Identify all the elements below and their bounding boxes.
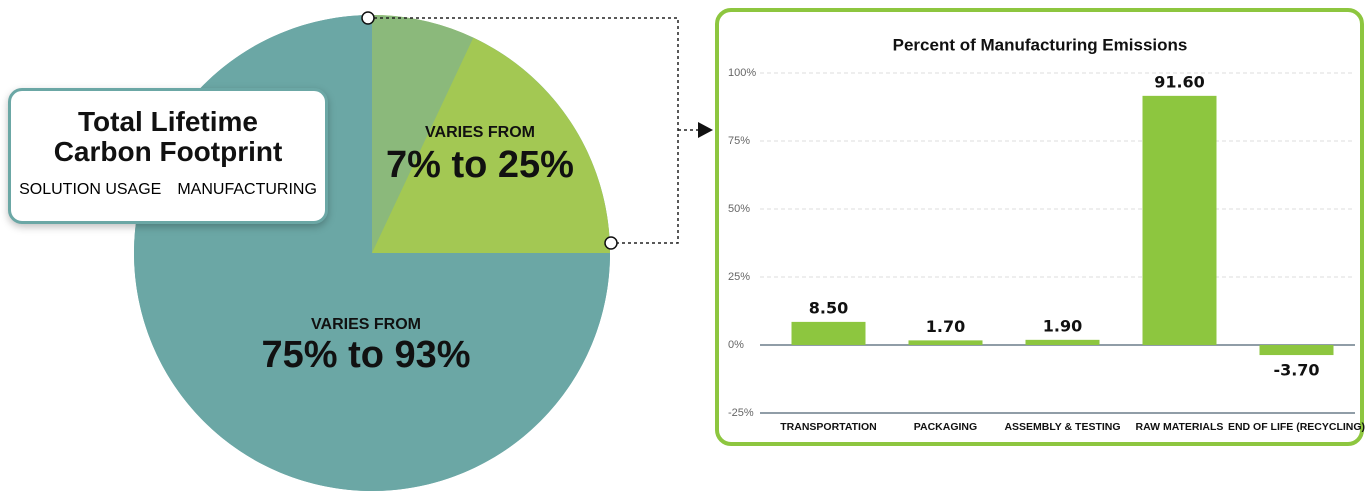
value-label: 91.60	[1154, 72, 1205, 91]
legend-label: SOLUTION USAGE	[19, 181, 162, 198]
legend-label: MANUFACTURING	[177, 181, 317, 198]
y-tick-label: 0%	[728, 339, 744, 351]
value-label: 8.50	[809, 298, 848, 317]
bar	[1259, 345, 1334, 356]
slice-label: 75% to 93%	[261, 334, 470, 376]
connector-dot	[361, 11, 375, 25]
y-tick-label: 25%	[728, 271, 750, 283]
bar	[908, 340, 983, 345]
slice-label: 7% to 25%	[386, 144, 574, 186]
pie-title: Total Lifetime Carbon Footprint	[53, 106, 283, 167]
x-tick-label: PACKAGING	[914, 421, 977, 433]
legend: Total Lifetime Carbon Footprint SOLUTION…	[8, 88, 328, 224]
pie-slice	[372, 15, 474, 253]
bar	[1142, 95, 1217, 346]
bar	[791, 321, 866, 345]
slice-caption: VARIES FROM	[425, 124, 535, 141]
legend-item: MANUFACTURING	[177, 181, 317, 199]
value-label: 1.70	[926, 317, 965, 336]
connector-dot	[604, 236, 618, 250]
value-label: -3.70	[1273, 361, 1319, 380]
bar	[1025, 339, 1100, 345]
legend-row: SOLUTION USAGE MANUFACTURING	[11, 181, 325, 199]
y-tick-label: 75%	[728, 135, 750, 147]
arrow-head	[698, 122, 713, 138]
y-tick-label: 100%	[728, 67, 756, 79]
x-tick-label: END OF LIFE (RECYCLING)	[1228, 421, 1365, 433]
bar-panel	[715, 8, 1364, 446]
x-tick-label: RAW MATERIALS	[1136, 421, 1224, 433]
x-tick-label: ASSEMBLY & TESTING	[1004, 421, 1120, 433]
y-tick-label: 50%	[728, 203, 750, 215]
bar-chart: -25% 0% 25% 50% 75% 100% 8.50 TRANSPORTATION 1.7…	[728, 67, 1365, 433]
legend-item: SOLUTION USAGE	[19, 181, 161, 199]
x-tick-label: TRANSPORTATION	[780, 421, 876, 433]
slice-caption: VARIES FROM	[311, 316, 421, 333]
y-tick-label: -25%	[728, 407, 754, 419]
value-label: 1.90	[1043, 316, 1082, 335]
bar-title: Percent of Manufacturing Emissions	[893, 35, 1188, 54]
